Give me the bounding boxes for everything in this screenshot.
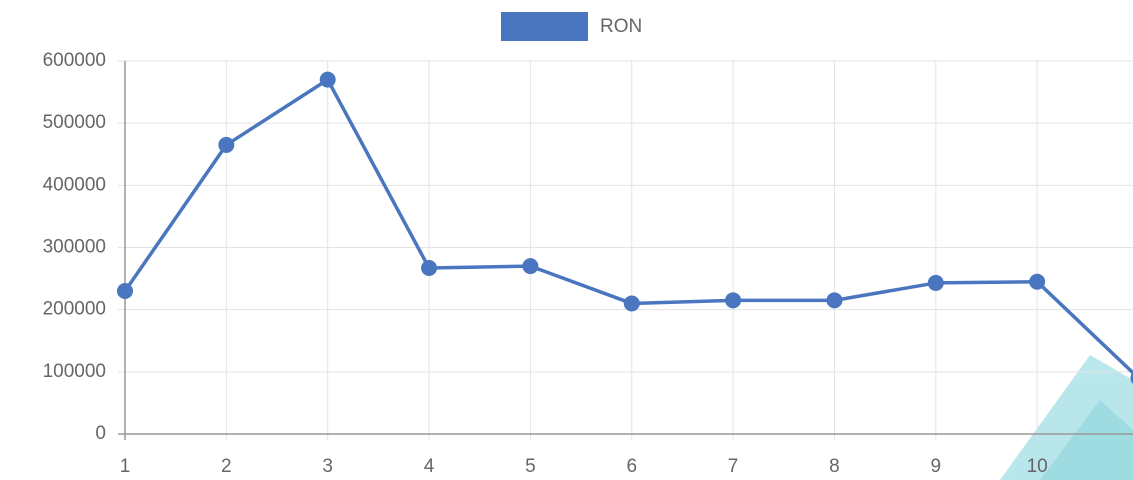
y-tick-label: 600000: [43, 50, 106, 71]
y-tick-label: 300000: [43, 237, 106, 258]
legend-swatch: [501, 12, 588, 41]
y-tick-label: 400000: [43, 174, 106, 195]
data-point: [320, 72, 336, 88]
x-tick-label: 6: [626, 456, 637, 477]
data-point: [826, 292, 842, 308]
x-tick-label: 3: [322, 456, 333, 477]
data-point: [1029, 274, 1045, 290]
y-tick-label: 0: [95, 423, 106, 444]
y-tick-label: 100000: [43, 361, 106, 382]
data-point: [928, 275, 944, 291]
x-tick-label: 7: [728, 456, 739, 477]
data-point: [218, 137, 234, 153]
data-point: [522, 258, 538, 274]
chart: 0 100000 200000 300000 400000 500000 600000 1 2 3…: [0, 0, 1133, 480]
data-point: [725, 292, 741, 308]
page: {"chart_data": {"type": "line", "categor…: [0, 0, 1133, 480]
y-tick-label: 200000: [43, 299, 106, 320]
x-tick-label: 2: [221, 456, 232, 477]
decoration: [1000, 355, 1133, 480]
data-point: [624, 295, 640, 311]
series-line: [125, 80, 1133, 378]
x-tick-label: 8: [829, 456, 840, 477]
y-tick-label: 500000: [43, 112, 106, 133]
x-tick-label: 1: [120, 456, 131, 477]
x-tick-label: 9: [931, 456, 942, 477]
x-tick-label: 5: [525, 456, 536, 477]
x-tick-label: 4: [424, 456, 435, 477]
x-tick-label: 10: [1027, 456, 1048, 477]
data-point: [117, 283, 133, 299]
data-point: [421, 260, 437, 276]
legend-label: RON: [600, 16, 642, 37]
